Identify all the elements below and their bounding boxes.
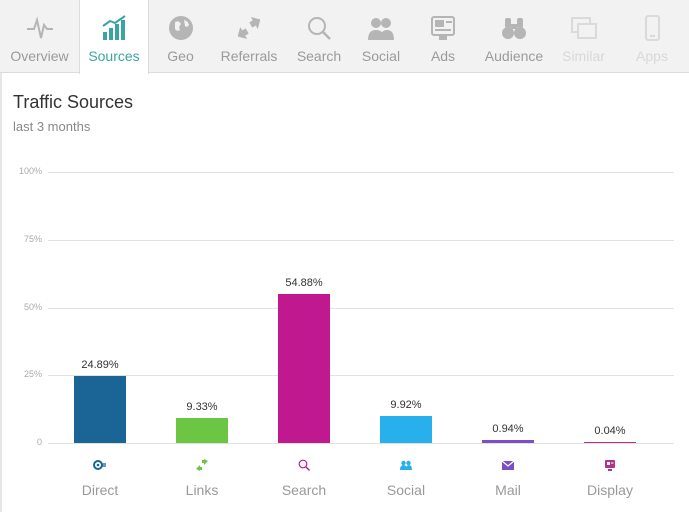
section-title: Traffic Sources — [13, 92, 134, 112]
left-divider — [0, 73, 2, 512]
gridline — [48, 375, 674, 376]
tab-referrals[interactable]: Referrals — [212, 0, 286, 73]
gridline — [48, 443, 674, 444]
section-subtitle: last 3 months — [13, 119, 91, 134]
magnifier-icon — [286, 12, 352, 44]
bar-links[interactable] — [176, 417, 228, 443]
data-label-social: 9.92% — [390, 399, 422, 412]
tab-label: Sources — [88, 48, 140, 64]
y-tick-label: 50% — [23, 302, 42, 312]
category-label-links: Links — [185, 482, 219, 498]
y-tick-label: 25% — [23, 369, 42, 379]
category-label-social: Social — [386, 482, 426, 498]
tab-ads[interactable]: Ads — [410, 0, 476, 73]
tab-sources[interactable]: Sources — [79, 0, 149, 74]
phone-icon — [615, 12, 689, 44]
gridline — [48, 172, 674, 173]
bar-mail[interactable] — [482, 440, 534, 443]
gridline — [48, 240, 674, 241]
bar-search[interactable] — [278, 294, 330, 443]
tab-label: Audience — [484, 48, 544, 64]
category-label-direct: Direct — [81, 482, 119, 498]
data-label-direct: 24.89% — [81, 358, 119, 371]
bar-direct[interactable] — [74, 375, 126, 443]
category-label-display: Display — [587, 482, 633, 498]
pulse-icon — [0, 12, 79, 44]
category-label-mail: Mail — [495, 482, 521, 498]
tab-label: Apps — [636, 48, 668, 64]
display-icon — [600, 457, 620, 473]
tab-label: Similar — [562, 48, 605, 64]
tab-geo[interactable]: Geo — [149, 0, 212, 73]
people-icon — [352, 12, 410, 44]
tab-label: Social — [361, 48, 401, 64]
tab-label: Overview — [10, 48, 69, 64]
bar-social[interactable] — [380, 416, 432, 443]
tab-search[interactable]: Search — [286, 0, 352, 73]
y-tick-label: 75% — [23, 234, 42, 244]
y-tick-label: 0 — [36, 437, 42, 447]
globe-icon — [149, 12, 212, 44]
data-label-links: 9.33% — [186, 400, 218, 413]
bar-chart-icon — [80, 12, 148, 44]
gridline — [48, 308, 674, 309]
data-label-display: 0.04% — [594, 424, 626, 437]
tab-similar: Similar — [552, 0, 615, 73]
tab-label: Ads — [430, 48, 456, 64]
windows-icon — [552, 12, 615, 44]
social-icon — [396, 457, 416, 473]
ads-icon — [410, 12, 476, 44]
tab-audience[interactable]: Audience — [476, 0, 552, 73]
links-icon — [192, 457, 212, 473]
tab-social[interactable]: Social — [352, 0, 410, 73]
tab-label: Search — [296, 48, 342, 64]
arrows-icon — [212, 12, 286, 44]
mail-icon — [498, 457, 518, 473]
y-tick-label: 100% — [18, 166, 42, 176]
data-label-mail: 0.94% — [492, 423, 524, 436]
tab-overview[interactable]: Overview — [0, 0, 79, 73]
data-label-search: 54.88% — [285, 277, 323, 290]
binoculars-icon — [476, 12, 552, 44]
search-icon — [294, 457, 314, 473]
bar-display[interactable] — [584, 441, 636, 443]
tab-label: Referrals — [220, 48, 278, 64]
tab-apps: Apps — [615, 0, 689, 73]
direct-icon — [90, 457, 110, 473]
tab-label: Geo — [167, 48, 194, 64]
category-label-search: Search — [281, 482, 327, 498]
